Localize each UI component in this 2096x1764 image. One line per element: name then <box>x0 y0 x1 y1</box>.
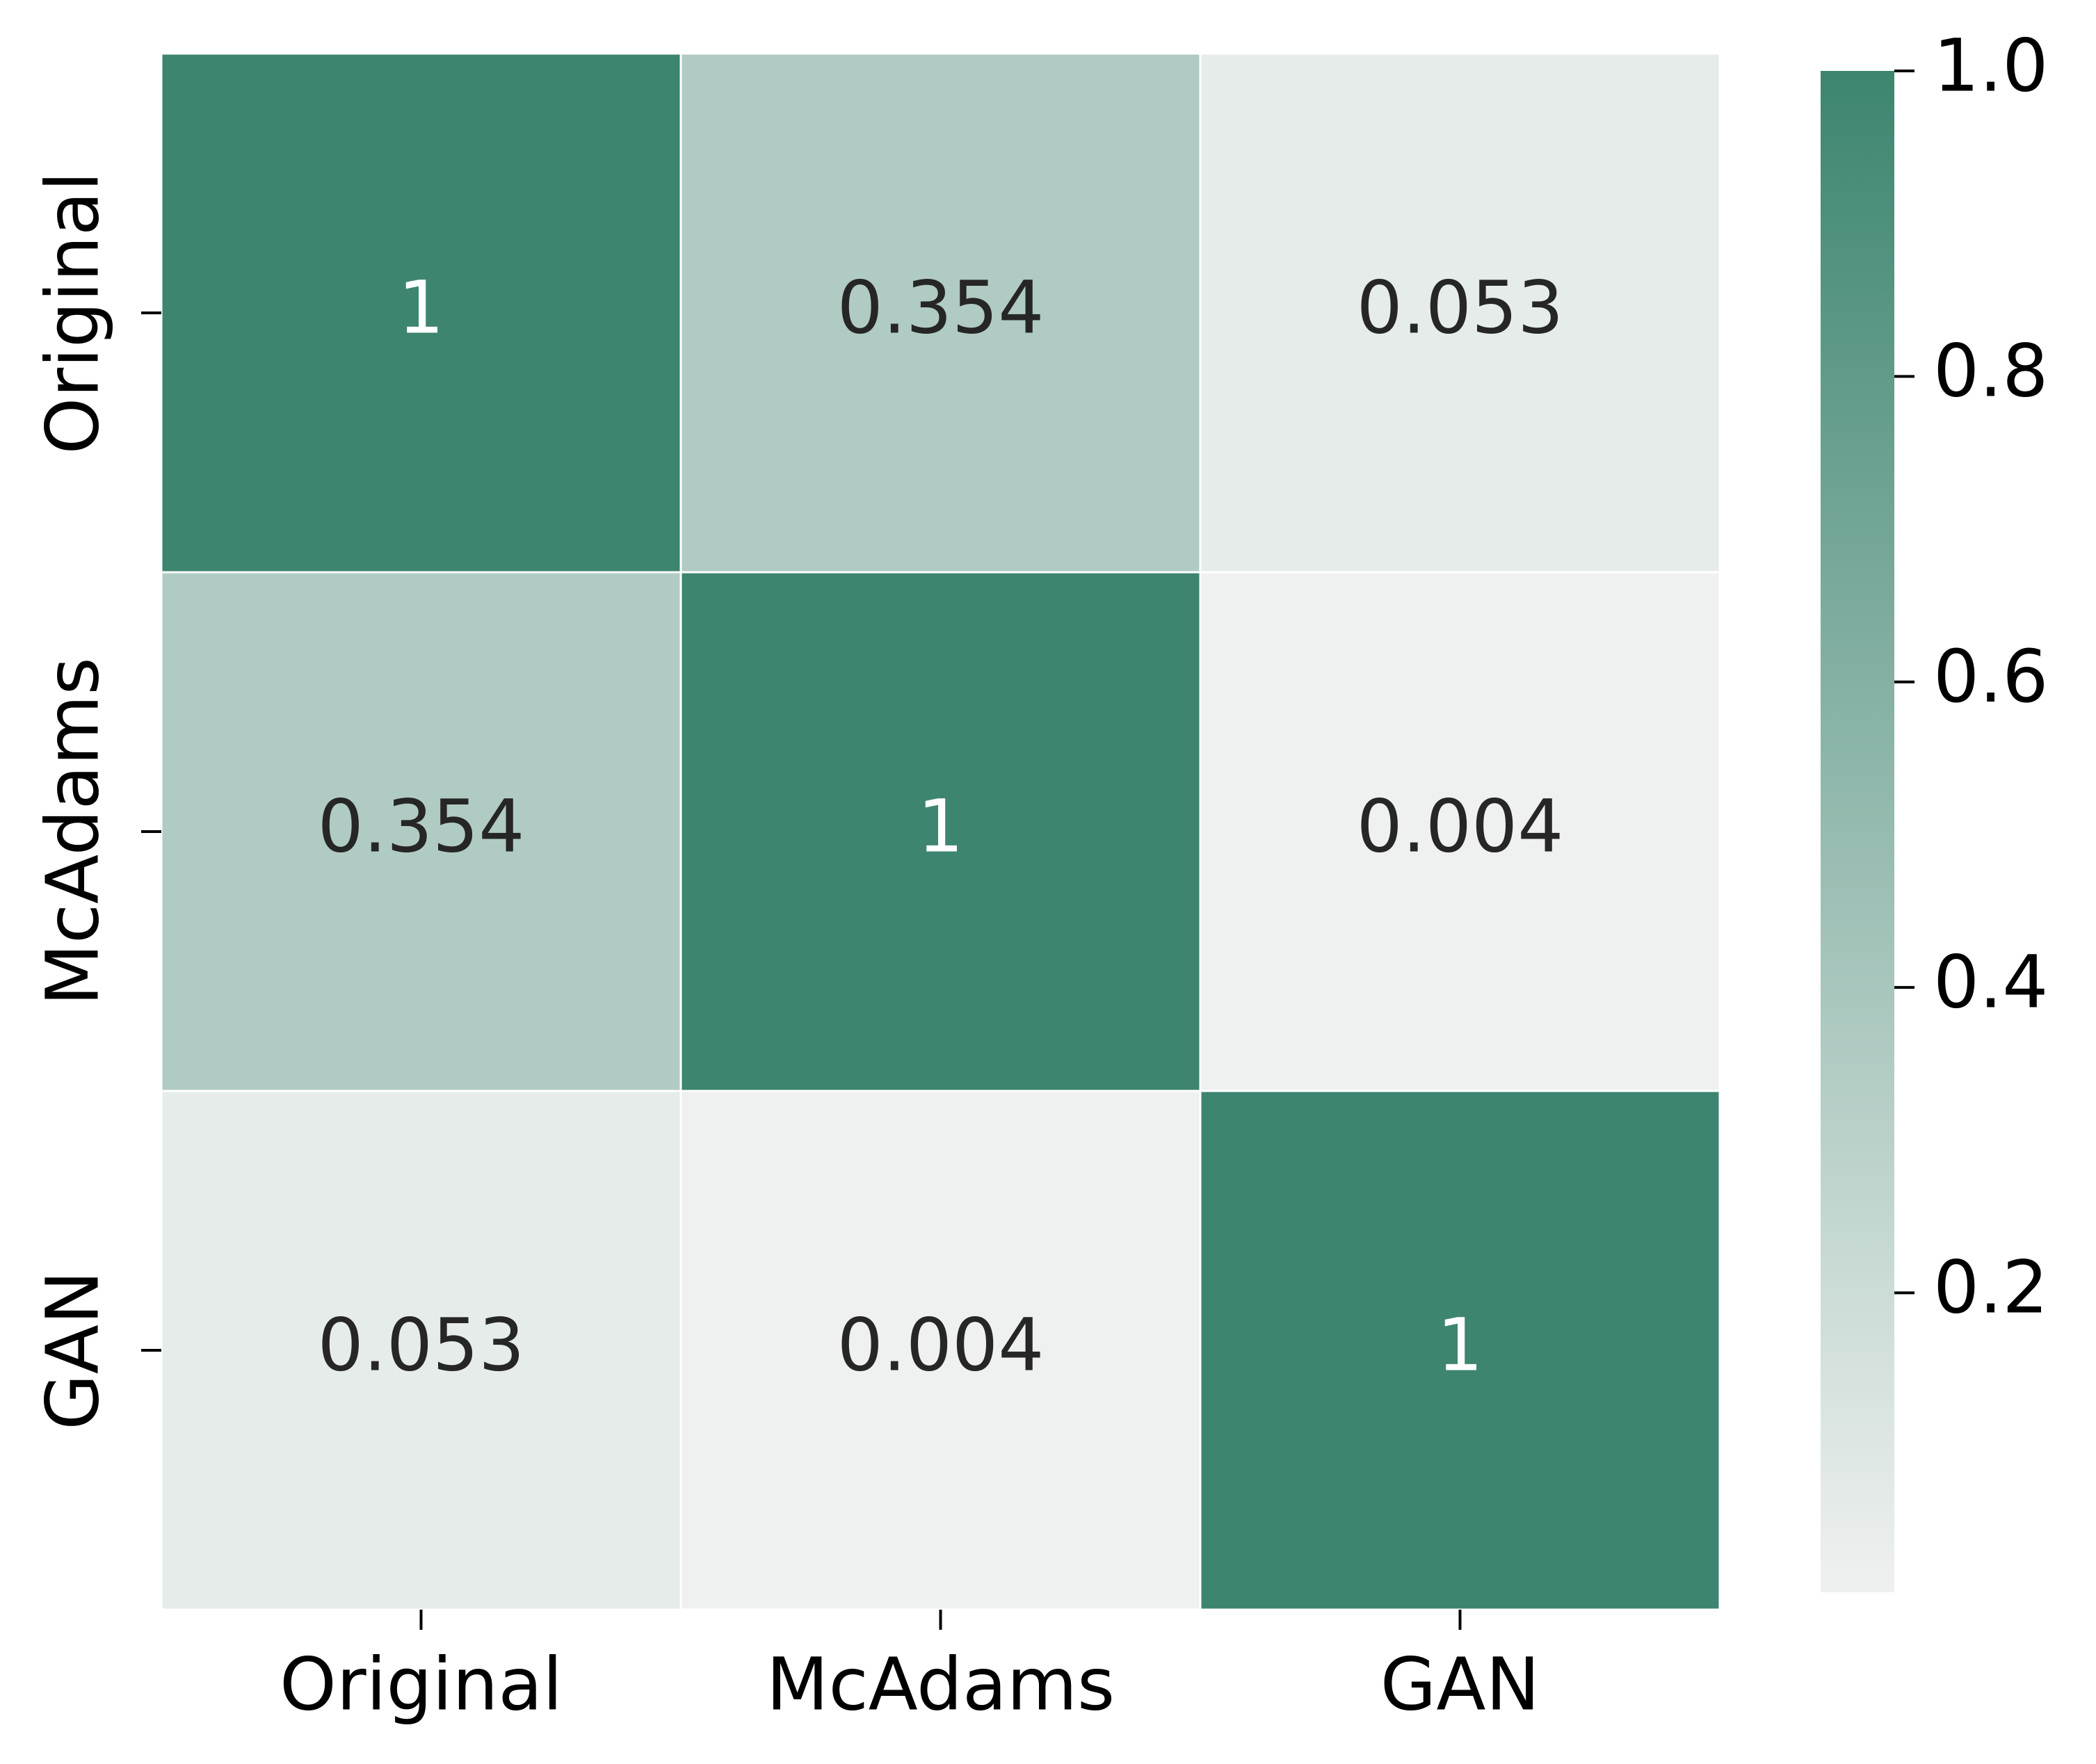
heatmap-cell <box>160 52 682 574</box>
cell-label: 0.053 <box>318 1302 525 1387</box>
x-tick-label: GAN <box>1380 1642 1540 1726</box>
cell-label: 1 <box>917 784 963 868</box>
cell-label: 0.354 <box>318 784 525 868</box>
colorbar-tick-label: 0.8 <box>1933 329 2048 414</box>
colorbar-tick-label: 0.6 <box>1933 634 2048 719</box>
heatmap-cell <box>679 1090 1202 1611</box>
heatmap-cell <box>679 571 1202 1092</box>
cell-label: 1 <box>398 265 444 350</box>
x-tick-label: Original <box>280 1642 563 1726</box>
cell-label: 1 <box>1437 1302 1483 1387</box>
y-tick-label: McAdams <box>30 657 115 1005</box>
heatmap-cell <box>160 571 682 1092</box>
colorbar-tick-label: 0.2 <box>1933 1245 2048 1330</box>
heatmap-cell <box>679 52 1202 574</box>
heatmap-cell <box>1199 571 1721 1092</box>
colorbar <box>1821 71 1894 1592</box>
colorbar-tick-label: 0.4 <box>1933 939 2048 1024</box>
cell-label: 0.004 <box>837 1302 1045 1387</box>
x-tick-label: McAdams <box>766 1642 1115 1726</box>
heatmap-cell <box>1199 52 1721 574</box>
cell-label: 0.004 <box>1357 784 1564 868</box>
colorbar-tick-label: 1.0 <box>1933 23 2048 108</box>
cell-label: 0.354 <box>837 265 1045 350</box>
heatmap-cell <box>160 1090 682 1611</box>
y-tick-label: GAN <box>30 1270 115 1430</box>
y-tick-label: Original <box>30 172 115 455</box>
cell-label: 0.053 <box>1357 265 1564 350</box>
